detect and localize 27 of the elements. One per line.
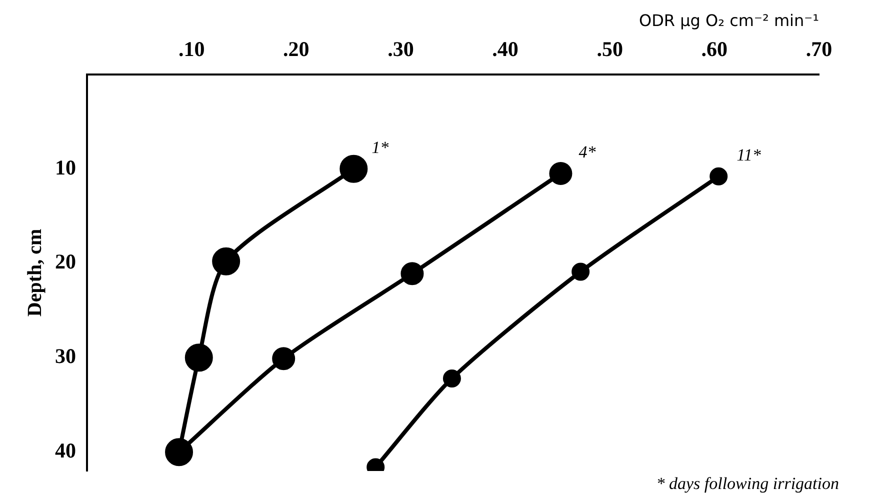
- x-tick-label: .10: [178, 37, 205, 62]
- x-tick-label: .40: [492, 37, 518, 62]
- point: [442, 369, 461, 388]
- series-label: 1*: [372, 138, 390, 157]
- point: [710, 167, 728, 186]
- point: [572, 262, 590, 281]
- point: [340, 154, 368, 183]
- x-axis-title: ODR µg O₂ cm⁻² min⁻¹: [639, 10, 819, 30]
- text: * days following irrigation: [656, 474, 839, 493]
- y-tick-label: 30: [55, 344, 76, 368]
- point: [549, 162, 572, 186]
- point: [272, 347, 296, 370]
- point: [212, 247, 240, 276]
- y-tick-label: 40: [55, 438, 76, 463]
- y-axis-title: Depth, cm: [24, 228, 46, 317]
- series-label: 11*: [736, 145, 762, 164]
- point: [400, 262, 424, 286]
- x-tick-label: .70: [806, 37, 832, 62]
- series-label: 4*: [578, 142, 596, 162]
- x-tick-label: .50: [596, 37, 623, 62]
- x-tick-label: .60: [701, 37, 728, 62]
- y-tick-label: 10: [55, 155, 76, 180]
- point: [165, 438, 194, 466]
- y-tick-label: 20: [55, 250, 76, 274]
- x-tick-label: .30: [388, 37, 414, 62]
- point: [184, 344, 213, 372]
- x-tick-label: .20: [283, 37, 310, 62]
